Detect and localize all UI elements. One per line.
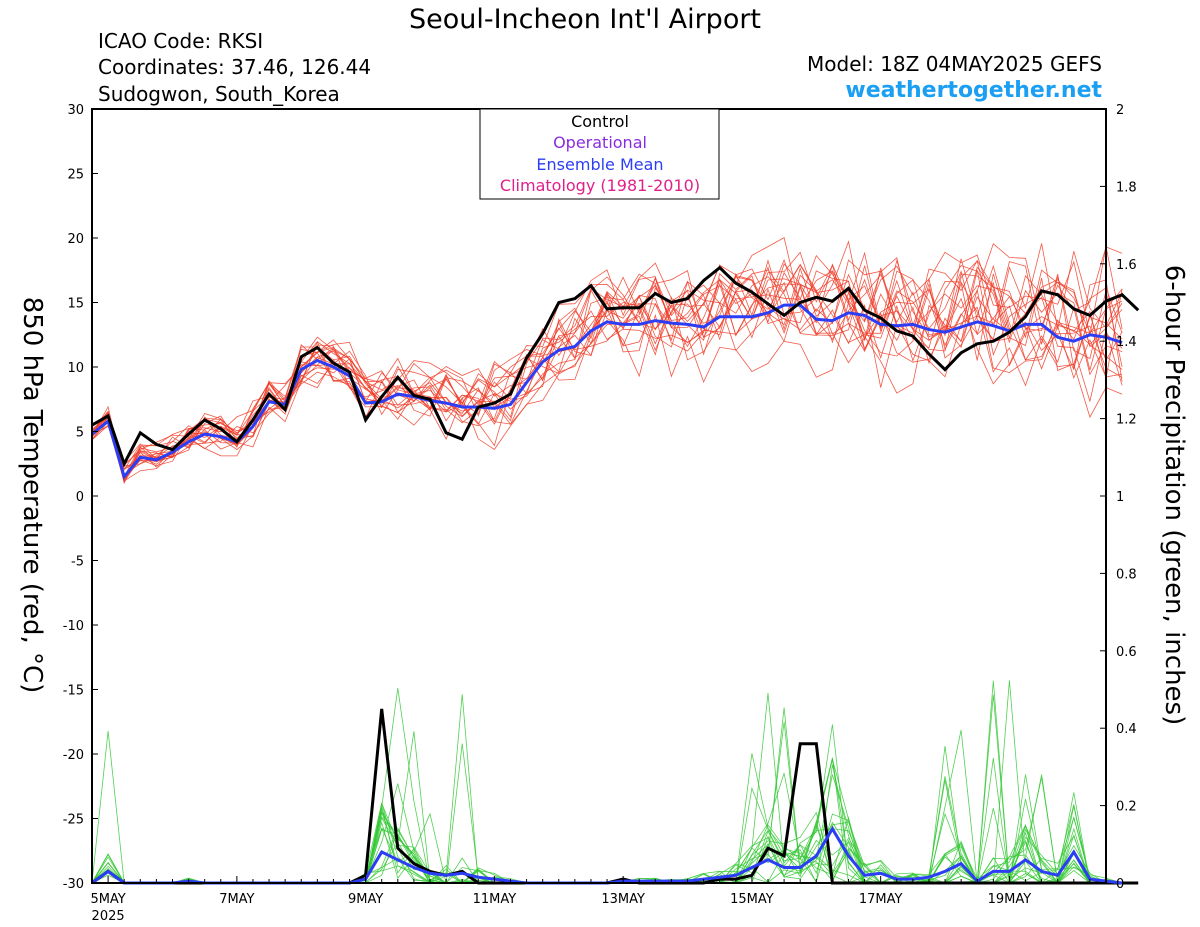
temp-member-line bbox=[91, 251, 1123, 478]
y-tick-label: 10 bbox=[67, 361, 84, 376]
model-run: Model: 18Z 04MAY2025 GEFS bbox=[807, 52, 1102, 76]
temp-member-line bbox=[91, 251, 1123, 466]
x-tick-label: 13MAY bbox=[601, 892, 645, 907]
x-tick-label: 19MAY bbox=[988, 892, 1032, 907]
y-tick-label: -15 bbox=[63, 684, 84, 699]
legend-operational: Operational bbox=[553, 133, 647, 152]
y2-tick-label: 1 bbox=[1116, 490, 1124, 505]
y2-tick-label: 1.6 bbox=[1116, 258, 1137, 273]
legend-box bbox=[479, 108, 720, 200]
mean-temp-line bbox=[91, 303, 1123, 480]
y-tick-label: 0 bbox=[76, 490, 84, 505]
plot-frame bbox=[91, 108, 1107, 884]
location: Sudogwon, South_Korea bbox=[98, 82, 340, 106]
precip-member-line bbox=[91, 746, 1123, 884]
y-tick-label: 5 bbox=[76, 426, 84, 441]
y-tick-label: -10 bbox=[63, 619, 84, 634]
precip-member-line bbox=[91, 680, 1123, 885]
x-tick-label: 11MAY bbox=[473, 892, 517, 907]
y2-tick-label: 0.8 bbox=[1116, 567, 1137, 582]
precip-member-line bbox=[92, 688, 1123, 885]
x-tick-label: 9MAY bbox=[348, 892, 383, 907]
icao-code: ICAO Code: RKSI bbox=[98, 29, 263, 53]
y2-tick-label: 1.4 bbox=[1116, 335, 1137, 350]
x-tick-label: 17MAY bbox=[859, 892, 903, 907]
y-tick-label: 30 bbox=[67, 103, 84, 118]
temp-member-line bbox=[91, 273, 1123, 470]
x-tick-label: 7MAY bbox=[219, 892, 254, 907]
precip-member-line bbox=[92, 759, 1123, 884]
temp-member-line bbox=[91, 236, 1123, 463]
coordinates: Coordinates: 37.46, 126.44 bbox=[98, 55, 371, 79]
y2-tick-label: 1.2 bbox=[1116, 413, 1137, 428]
legend-ensemble-mean: Ensemble Mean bbox=[536, 155, 663, 174]
y-tick-label: -5 bbox=[71, 555, 84, 570]
y-tick-label: -25 bbox=[63, 813, 84, 828]
y2-tick-label: 1.8 bbox=[1116, 180, 1137, 195]
temp-member-lines bbox=[91, 236, 1123, 485]
y-tick-label: -30 bbox=[63, 877, 84, 892]
control-temp-line bbox=[91, 265, 1140, 468]
y2-tick-label: 2 bbox=[1116, 103, 1124, 118]
legend-climatology: Climatology (1981-2010) bbox=[500, 176, 700, 195]
temp-member-line bbox=[91, 258, 1123, 482]
y-tick-label: 15 bbox=[67, 297, 84, 312]
y2-tick-label: 0.2 bbox=[1116, 800, 1137, 815]
x-tick-sublabel: 2025 bbox=[92, 909, 125, 924]
y2-tick-label: 0.4 bbox=[1116, 722, 1137, 737]
y-tick-label: 25 bbox=[67, 168, 84, 183]
x-axis: 5MAY 2025 7MAY 9MAY 11MAY 13MAY 15MAY 17MAY 19MA… bbox=[90, 876, 1107, 924]
control-precip-line bbox=[91, 708, 1139, 885]
temp-member-line bbox=[91, 279, 1123, 481]
y2-tick-label: 0 bbox=[1116, 877, 1124, 892]
x-tick-label: 15MAY bbox=[730, 892, 774, 907]
precip-member-lines bbox=[91, 680, 1123, 885]
main-series bbox=[91, 265, 1140, 885]
precip-member-line bbox=[91, 680, 1123, 884]
brand-link[interactable]: weathertogether.net bbox=[845, 78, 1102, 103]
x-tick-label: 5MAY bbox=[90, 892, 125, 907]
legend-control: Control bbox=[571, 112, 629, 131]
left-axis: 30 25 20 15 10 5 0 -5 -10 -15 -20 -25 -30 bbox=[63, 103, 98, 892]
right-axis: 2 1.8 1.6 1.4 1.2 1 0.8 0.6 0.4 0.2 0 bbox=[1100, 103, 1137, 892]
y-tick-label: 20 bbox=[67, 232, 84, 247]
precip-member-line bbox=[91, 758, 1123, 884]
y2-axis-label: 6-hour Precipitation (green, inches) bbox=[1159, 265, 1189, 725]
precip-member-line bbox=[91, 824, 1123, 884]
y-tick-label: -20 bbox=[63, 748, 84, 763]
y-axis-label: 850 hPa Temperature (red, °C) bbox=[17, 297, 47, 694]
legend: Control Operational Ensemble Mean Climat… bbox=[479, 108, 720, 200]
precip-member-line bbox=[91, 757, 1123, 884]
temp-member-line bbox=[91, 263, 1123, 481]
y2-tick-label: 0.6 bbox=[1116, 645, 1137, 660]
chart-title: Seoul-Incheon Int'l Airport bbox=[409, 4, 761, 35]
